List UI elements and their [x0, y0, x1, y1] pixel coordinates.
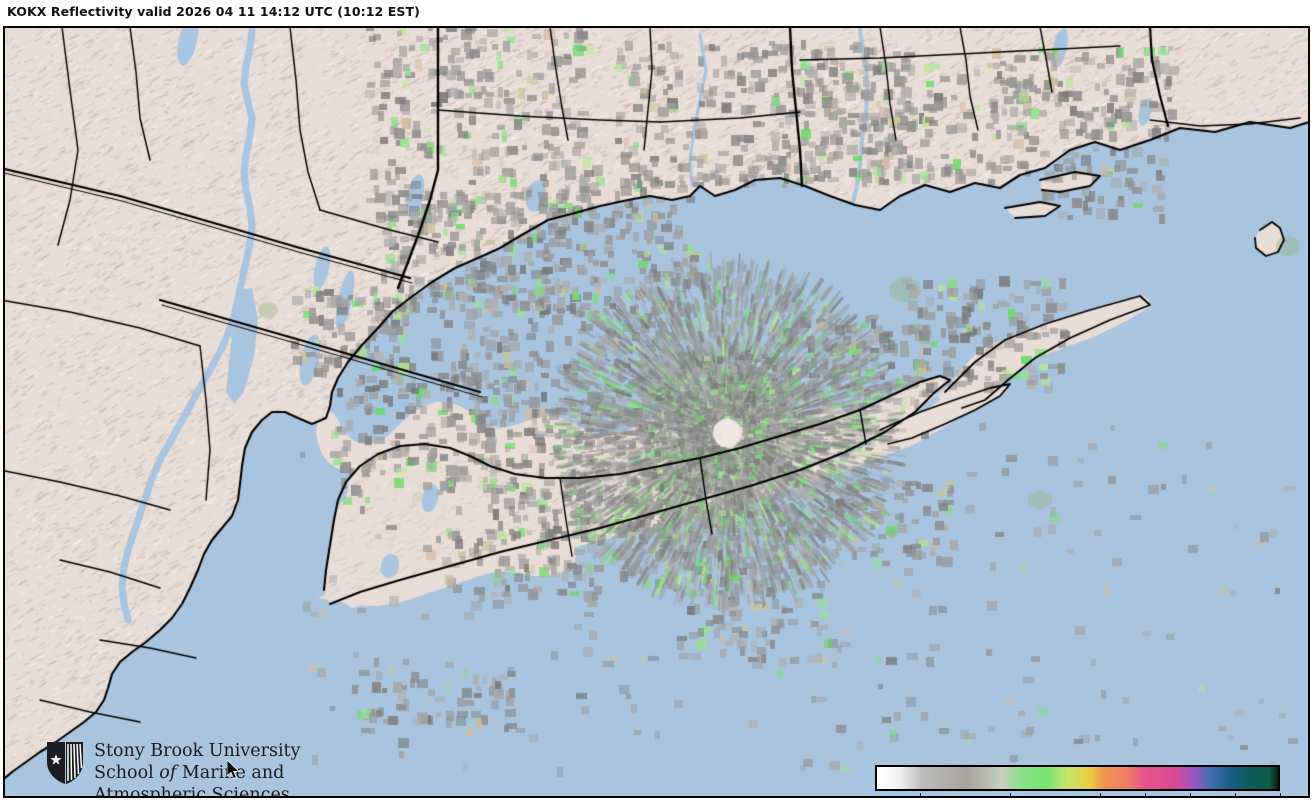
colorbar-tick-label: 70: [1226, 797, 1244, 798]
colorbar-tick: [920, 793, 921, 796]
colorbar-tick-labels: 0204050607080: [871, 793, 1284, 798]
colorbar-tick: [1190, 793, 1191, 796]
colorbar-tick: [1010, 793, 1011, 796]
logo-line-2-a: School: [94, 763, 160, 784]
logo-line-3: Atmospheric Sciences: [94, 785, 290, 798]
colorbar-gradient: [877, 767, 1278, 789]
colorbar-tick: [1145, 793, 1146, 796]
logo-line-2-italic: of: [159, 763, 177, 784]
page-title: KOKX Reflectivity valid 2026 04 11 14:12…: [7, 4, 420, 19]
colorbar-tick: [1100, 793, 1101, 796]
radar-map-frame[interactable]: 0 20 40 50 60 70 80 Stony Brook University Sch…: [3, 26, 1310, 798]
colorbar-tick: [1235, 793, 1236, 796]
mouse-pointer-icon: [227, 760, 240, 780]
shield-star-stripes-icon: [47, 742, 83, 784]
logo-line-2: School of Marine and: [94, 762, 300, 784]
logo-line-1: Stony Brook University: [94, 741, 301, 761]
colorbar-tick-label: 40: [1091, 797, 1109, 798]
colorbar-tick-label: 0: [916, 797, 925, 798]
logo-text: Stony Brook University School of Marine …: [94, 740, 301, 798]
colorbar-tick-label: 50: [1136, 797, 1154, 798]
colorbar-tick: [1280, 793, 1281, 796]
radar-map-canvas[interactable]: [5, 28, 1308, 796]
colorbar-tick-label: 20: [1001, 797, 1019, 798]
colorbar-tick-label: 80: [1271, 797, 1289, 798]
colorbar-tick-label: 60: [1181, 797, 1199, 798]
stony-brook-logo: Stony Brook University School of Marine …: [45, 740, 301, 798]
colorbar-bar: [875, 765, 1280, 791]
reflectivity-colorbar: 0204050607080: [871, 761, 1284, 798]
